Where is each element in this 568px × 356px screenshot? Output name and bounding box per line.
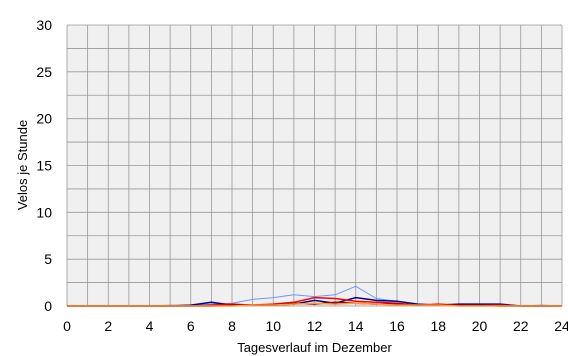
y-tick-label: 10 — [36, 204, 52, 220]
x-tick-label: 4 — [146, 318, 154, 334]
y-tick-label: 20 — [36, 111, 52, 127]
y-axis-title: Velos je Stunde — [15, 120, 30, 210]
y-tick-label: 30 — [36, 17, 52, 33]
x-tick-label: 10 — [265, 318, 281, 334]
series-lines — [67, 285, 563, 307]
x-tick-label: 24 — [554, 318, 568, 334]
x-tick-label: 20 — [472, 318, 488, 334]
x-tick-label: 8 — [228, 318, 236, 334]
x-tick-labels: 0 2 4 6 8 10 12 14 16 18 20 22 24 — [63, 318, 568, 334]
x-tick-label: 0 — [63, 318, 71, 334]
x-axis-title: Tagesverlauf im Dezember — [237, 340, 392, 355]
y-tick-label: 5 — [44, 251, 52, 267]
y-tick-label: 25 — [36, 64, 52, 80]
y-tick-labels: 0 5 10 15 20 25 30 — [36, 17, 52, 314]
y-tick-label: 0 — [44, 298, 52, 314]
x-tick-label: 6 — [187, 318, 195, 334]
x-tick-label: 18 — [430, 318, 446, 334]
series-line-5 — [67, 302, 562, 307]
y-tick-label: 15 — [36, 158, 52, 174]
x-tick-label: 14 — [348, 318, 364, 334]
x-tick-label: 2 — [104, 318, 112, 334]
x-tick-label: 16 — [389, 318, 405, 334]
x-tick-label: 22 — [513, 318, 529, 334]
x-tick-label: 12 — [307, 318, 323, 334]
